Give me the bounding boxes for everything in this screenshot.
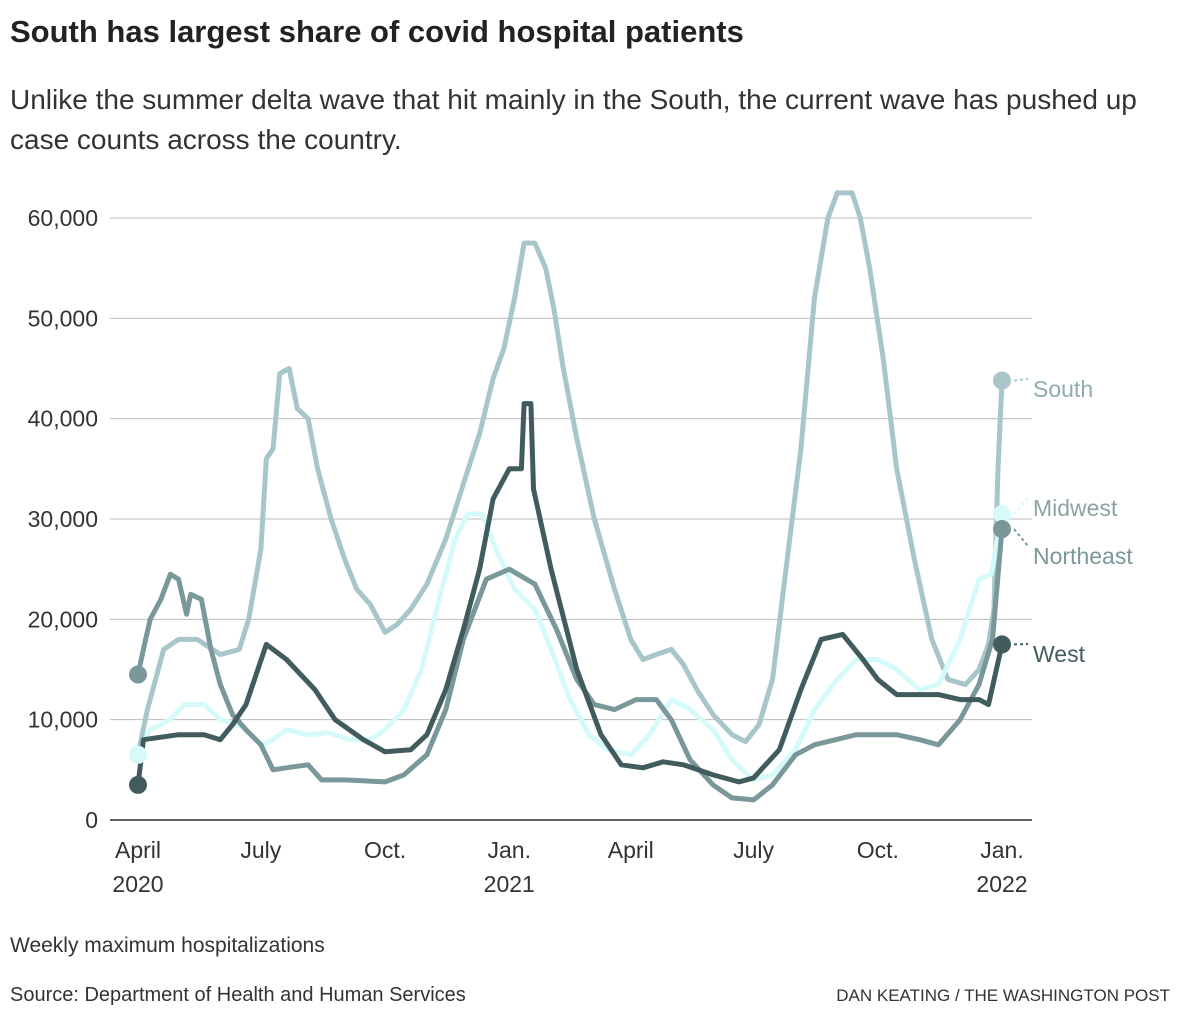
end-point-south — [993, 371, 1011, 390]
x-tick-label: Jan. — [980, 837, 1023, 863]
y-tick-label: 20,000 — [28, 606, 98, 632]
end-point-northeast — [993, 520, 1011, 539]
y-tick-label: 60,000 — [28, 205, 98, 231]
y-tick-label: 30,000 — [28, 506, 98, 532]
series-label-midwest: Midwest — [1033, 495, 1118, 521]
x-tick-label: July — [240, 837, 281, 863]
series-label-south: South — [1033, 376, 1093, 402]
x-tick-label: Oct. — [857, 837, 899, 863]
series-line-south — [135, 190, 1005, 758]
series-label-west: West — [1033, 641, 1086, 667]
label-leader — [1013, 528, 1029, 547]
source-note: Source: Department of Health and Human S… — [10, 984, 466, 1006]
credit: DAN KEATING / THE WASHINGTON POST — [836, 986, 1170, 1005]
label-leader — [1013, 497, 1029, 515]
series-label-northeast: Northeast — [1033, 543, 1133, 569]
end-point-midwest — [993, 504, 1011, 523]
y-tick-label: 50,000 — [28, 305, 98, 331]
x-tick-label: Oct. — [364, 837, 406, 863]
chart-subtitle: Unlike the summer delta wave that hit ma… — [10, 84, 1137, 155]
chart-note: Weekly maximum hospitalizations — [10, 934, 325, 957]
x-tick-label: April — [608, 837, 654, 863]
x-tick-year: 2021 — [484, 871, 535, 897]
series-line-west — [135, 401, 1005, 788]
x-tick-label: April — [115, 837, 161, 863]
start-point-northeast — [129, 665, 147, 684]
y-tick-label: 10,000 — [28, 707, 98, 733]
x-tick-label: Jan. — [488, 837, 531, 863]
x-tick-year: 2020 — [112, 871, 163, 897]
y-tick-label: 0 — [85, 807, 98, 833]
series-line-northeast — [135, 526, 1005, 803]
label-leader — [1013, 378, 1029, 382]
start-point-midwest — [129, 745, 147, 764]
x-tick-label: July — [733, 837, 774, 863]
x-tick-year: 2022 — [976, 871, 1027, 897]
line-chart: 0 10,000 20,000 30,000 40,000 50,000 60,000 Apr… — [28, 190, 1133, 897]
chart-title: South has largest share of covid hospita… — [10, 14, 744, 49]
y-tick-label: 40,000 — [28, 406, 98, 432]
end-point-west — [993, 635, 1011, 654]
start-point-west — [129, 775, 147, 794]
